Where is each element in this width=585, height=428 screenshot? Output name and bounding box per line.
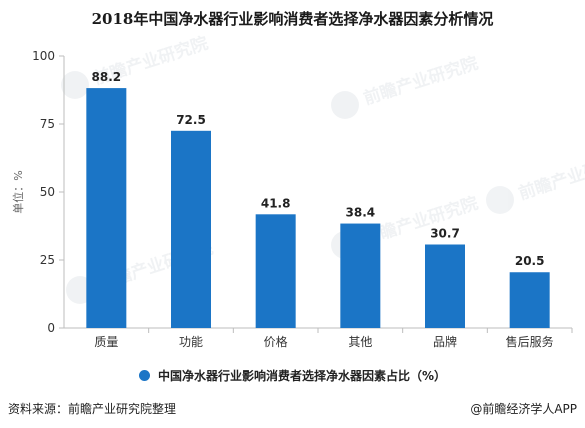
data-label: 38.4 [346,206,376,220]
y-tick-label: 100 [32,49,55,63]
y-tick-label: 0 [47,321,55,335]
bar [171,130,211,328]
bar [425,244,465,328]
x-tick-label: 品牌 [433,335,457,349]
chart-title: 2018年中国净水器行业影响消费者选择净水器因素分析情况 [91,10,494,28]
watermark: 前瞻产业研究院 [61,33,211,99]
watermark-text: 前瞻产业研究院 [361,53,481,110]
watermark-logo-icon [331,91,359,119]
legend-label: 中国净水器行业影响消费者选择净水器因素占比（%） [157,369,447,383]
y-tick-label: 50 [40,185,55,199]
y-tick-label: 25 [40,253,55,267]
x-tick-label: 功能 [179,335,203,349]
x-tick-label: 价格 [264,334,288,349]
watermark: 前瞻产业研究院 [331,53,481,119]
bar [509,272,550,328]
legend: 中国净水器行业影响消费者选择净水器因素占比（%） [0,367,585,384]
bar [340,223,381,328]
watermark: 前瞻产业研究院 [486,148,585,214]
watermark-logo-icon [486,186,514,214]
data-label: 41.8 [261,196,291,210]
data-label: 30.7 [430,226,460,240]
x-tick-label: 售后服务 [506,334,554,349]
source-note: 资料来源：前瞻产业研究院整理 [8,402,177,416]
y-tick-label: 75 [40,117,55,131]
watermark-logo-icon [61,71,89,99]
credit-note: @前瞻经济学人APP [470,402,577,416]
x-tick-label: 其他 [348,335,372,349]
x-tick-label: 质量 [94,335,118,349]
legend-swatch [138,370,150,381]
data-label: 72.5 [176,113,206,127]
watermark-text: 前瞻产业研究院 [516,148,585,205]
data-label: 20.5 [515,254,545,268]
y-axis-label: 单位：% [11,170,25,213]
bars-layer: 88.2 质量 72.5 功能 41.8 价格 38.4 其他 30.7 品牌 20.5 售后服务 [86,70,573,349]
data-label: 88.2 [92,70,122,84]
bar [255,214,296,328]
bar [86,88,127,328]
